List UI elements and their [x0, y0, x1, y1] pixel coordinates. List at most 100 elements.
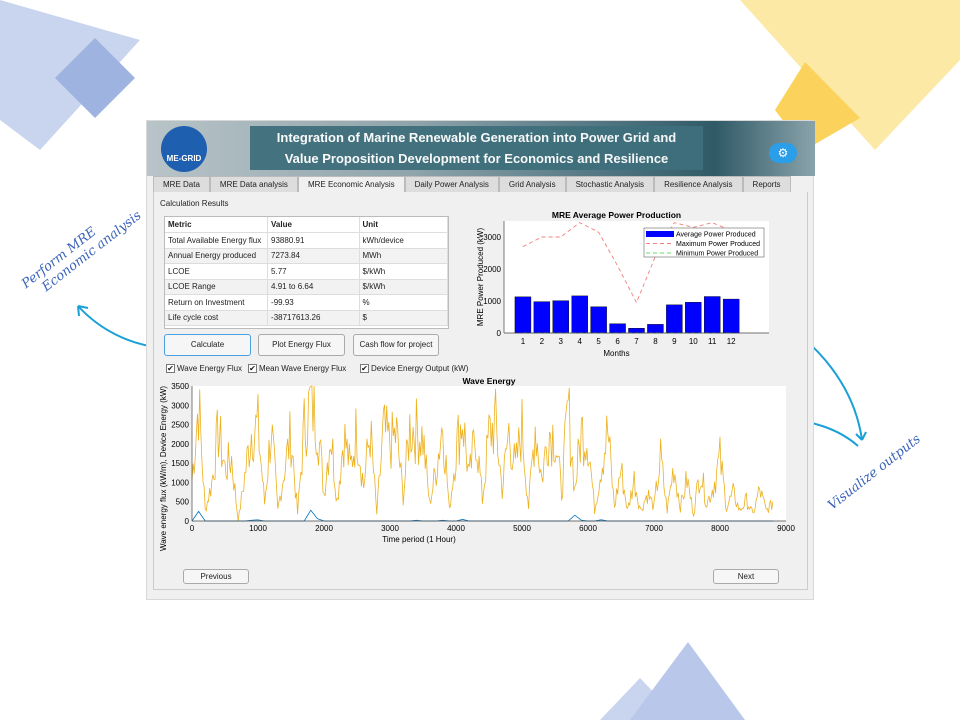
column-header: Unit	[359, 217, 449, 233]
bar-month-1	[514, 296, 532, 334]
y-tick-label: 0	[185, 517, 190, 526]
table-cell: Life cycle cost	[165, 310, 269, 326]
checkbox-label: Wave Energy Flux	[177, 364, 243, 373]
table-cell: Total Available Energy flux	[165, 232, 269, 249]
table-cell: LCOE	[165, 263, 269, 280]
y-tick-label: 3000	[483, 233, 501, 242]
previous-button[interactable]: Previous	[183, 569, 249, 584]
table-cell: %	[359, 294, 449, 311]
table-cell: 93880.91	[267, 232, 360, 249]
checkbox-box[interactable]: ✔	[248, 364, 257, 373]
table-row[interactable]: LCOE Range 4.91 to 6.64 $/kWh	[165, 279, 449, 295]
checkbox-box[interactable]: ✔	[166, 364, 175, 373]
legend-label: Minimum Power Produced	[676, 251, 758, 258]
legend-label: Average Power Produced	[676, 232, 756, 239]
table-row[interactable]: Total Available Energy flux 93880.91 kWh/d…	[165, 232, 449, 249]
economic-analysis-panel: Calculation Results Metric Value Unit Total…	[153, 192, 808, 590]
calculate-button[interactable]: Calculate	[164, 334, 251, 356]
table-cell: $/kWh	[359, 263, 449, 280]
checkbox-mean-wave-energy-flux[interactable]: ✔ Mean Wave Energy Flux	[248, 364, 346, 373]
x-tick-label: 2000	[315, 524, 333, 533]
x-tick-label: 0	[190, 524, 195, 533]
x-tick-label: 10	[689, 337, 698, 346]
x-tick-label: 4	[577, 337, 582, 346]
table-cell: MWh	[359, 248, 449, 264]
tab-bar: MRE Data MRE Data analysis MRE Economic An…	[153, 176, 791, 192]
bar-month-12	[722, 298, 740, 334]
me-grid-logo: ME-GRID	[161, 126, 207, 172]
tab-daily-power-analysis[interactable]: Daily Power Analysis	[404, 176, 499, 192]
chart-title: Wave Energy	[462, 376, 515, 386]
column-header: Metric	[165, 217, 269, 233]
checkbox-wave-energy-flux[interactable]: ✔ Wave Energy Flux	[166, 364, 242, 373]
tab-reports[interactable]: Reports	[742, 176, 791, 192]
x-tick-label: 2	[540, 337, 545, 346]
x-tick-label: 1	[521, 337, 526, 346]
table-row[interactable]: Life cycle cost -38717613.26 $	[165, 310, 449, 326]
bar-month-5	[590, 306, 607, 334]
y-tick-label: 2000	[171, 440, 189, 449]
x-tick-label: 6	[615, 337, 620, 346]
table-cell: $	[359, 310, 449, 326]
table-cell: 7273.84	[267, 248, 360, 264]
next-button[interactable]: Next	[713, 569, 779, 584]
checkbox-box[interactable]: ✔	[360, 364, 369, 373]
bar-month-7	[628, 327, 645, 334]
tab-stochastic-analysis[interactable]: Stochastic Analysis	[565, 176, 655, 192]
x-tick-label: 5	[596, 337, 601, 346]
x-axis-label: Months	[603, 349, 629, 358]
x-axis-label: Time period (1 Hour)	[382, 535, 456, 544]
y-tick-label: 3500	[171, 382, 189, 391]
table-row[interactable]: Annual Energy produced 7273.84 MWh	[165, 248, 449, 264]
checkbox-device-energy-output-kw-[interactable]: ✔ Device Energy Output (kW)	[360, 364, 468, 373]
table-cell: Annual Energy produced	[165, 248, 269, 264]
tab-resilience-analysis[interactable]: Resilience Analysis	[654, 176, 743, 192]
y-axis-label: Wave energy flux (kW/m), Device Energy (…	[159, 386, 168, 551]
wave-energy-flux-line	[191, 385, 774, 522]
table-cell: -38717613.26	[267, 310, 360, 326]
header-banner: ME-GRID Integration of Marine Renewable …	[147, 121, 815, 176]
table-header: Metric Value Unit	[165, 217, 449, 233]
max-power-line	[522, 222, 732, 304]
table-row[interactable]: Return on Investment -99.93%	[165, 294, 449, 311]
x-tick-label: 6000	[579, 524, 597, 533]
chart-title: MRE Average Power Production	[552, 210, 681, 220]
y-axis-label: MRE Power Produced (kW)	[476, 228, 485, 327]
table-cell: 4.91 to 6.64	[267, 279, 360, 295]
plot-energy-flux-button[interactable]: Plot Energy Flux	[258, 334, 345, 356]
tab-mre-data-analysis[interactable]: MRE Data analysis	[209, 176, 298, 192]
x-tick-label: 4000	[447, 524, 465, 533]
average-power-chart: MRE Average Power Production 1 2 3 4 5 6 7 8 9 10 1…	[476, 210, 769, 358]
x-tick-label: 3000	[381, 524, 399, 533]
y-tick-label: 3000	[171, 401, 189, 410]
column-header: Value	[267, 217, 360, 233]
legend-swatch	[646, 231, 674, 237]
bar-month-11	[704, 296, 721, 334]
y-tick-label: 2500	[171, 421, 189, 430]
x-tick-label: 1000	[249, 524, 267, 533]
cash-flow-button[interactable]: Cash flow for project	[353, 334, 439, 356]
bar-month-9	[666, 304, 683, 334]
table-cell: 5.77	[267, 263, 360, 280]
x-tick-label: 9	[672, 337, 677, 346]
tab-mre-economic-analysis[interactable]: MRE Economic Analysis	[297, 176, 405, 192]
checkbox-label: Mean Wave Energy Flux	[259, 364, 347, 373]
x-tick-label: 8	[653, 337, 658, 346]
tab-grid-analysis[interactable]: Grid Analysis	[498, 176, 566, 192]
y-tick-label: 1000	[171, 478, 189, 487]
bar-month-3	[552, 300, 569, 334]
table-cell: -99.93	[267, 294, 360, 311]
checkbox-label: Device Energy Output (kW)	[371, 364, 469, 373]
x-tick-label: 7	[634, 337, 639, 346]
table-cell: LCOE Range	[165, 279, 269, 295]
x-tick-label: 11	[708, 337, 717, 346]
bar-month-6	[609, 323, 626, 334]
x-tick-label: 3	[559, 337, 564, 346]
cloud-gear-icon[interactable]: ⚙	[769, 143, 797, 163]
y-tick-label: 1000	[483, 297, 501, 306]
tab-mre-data[interactable]: MRE Data	[153, 176, 210, 192]
table-cell: Return on Investment	[165, 294, 269, 311]
x-tick-label: 9000	[777, 524, 795, 533]
table-row[interactable]: LCOE 5.77 $/kWh	[165, 263, 449, 280]
y-tick-label: 500	[176, 498, 190, 507]
